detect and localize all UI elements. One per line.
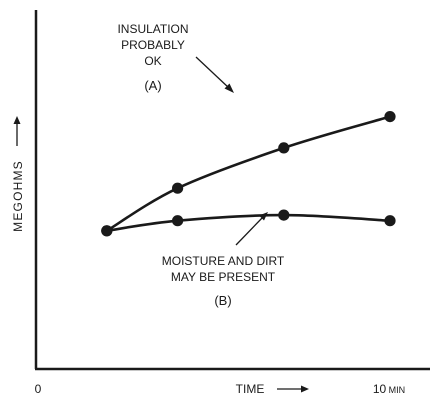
series-b-pointer-head (259, 212, 268, 221)
series-b-pointer (235, 216, 264, 246)
series-b-point-3 (278, 209, 290, 221)
series-b-tag: (B) (214, 293, 231, 308)
series-a-label-line-1: INSULATION (117, 22, 188, 36)
series-a-label-line-3: OK (144, 54, 161, 68)
series-b-label-line-2: MAY BE PRESENT (171, 270, 276, 284)
series-a-pointer-head (224, 83, 234, 93)
series-b-point-4 (384, 215, 396, 227)
y-axis-label: MEGOHMS (11, 160, 25, 232)
series-b-label-line-1: MOISTURE AND DIRT (162, 254, 285, 268)
series-layer (101, 111, 396, 237)
series-a-pointer (195, 56, 230, 89)
x-tick-label-10: 10 MIN (373, 382, 405, 396)
y-axis-arrowhead (13, 116, 21, 124)
x-tick-label-0: 0 (35, 382, 42, 396)
series-a-point-3 (278, 142, 290, 154)
x-axis-arrowhead (301, 385, 309, 393)
x-tick-label-10-number: 10 (373, 382, 387, 396)
x-axis-label: TIME (236, 382, 265, 396)
series-b-point-1 (101, 225, 113, 237)
series-b-line (105, 213, 392, 233)
series-b-point-2 (172, 215, 184, 227)
series-a-line (105, 115, 392, 233)
x-tick-label-10-unit: MIN (386, 385, 405, 395)
series-a-point-4 (384, 111, 396, 123)
series-a-tag: (A) (144, 78, 161, 93)
series-a-point-2 (172, 182, 184, 194)
series-a-label-line-2: PROBABLY (121, 38, 185, 52)
